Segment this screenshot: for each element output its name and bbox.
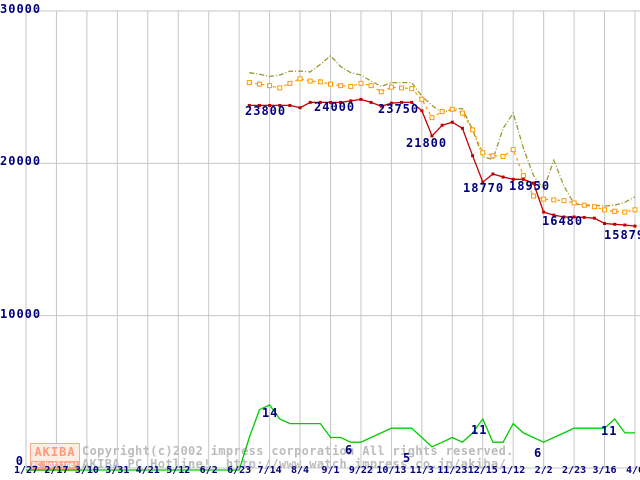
marker-open-square — [480, 150, 486, 156]
marker-open-square — [267, 83, 273, 89]
marker-filled-square — [460, 126, 464, 130]
shop-count-data-label: 6 — [534, 446, 543, 460]
price-data-label: 18950 — [509, 179, 551, 193]
price-data-label: 16480 — [542, 214, 584, 228]
marker-open-square — [439, 109, 445, 115]
marker-filled-square — [623, 223, 627, 227]
marker-open-square — [520, 173, 526, 179]
shop-count-data-label: 5 — [403, 451, 412, 465]
marker-open-square — [399, 85, 405, 91]
marker-open-square — [632, 207, 638, 213]
marker-open-square — [409, 86, 415, 92]
shop-count-data-label: 6 — [345, 443, 354, 457]
marker-open-square — [277, 85, 283, 91]
marker-filled-square — [592, 216, 596, 220]
marker-open-square — [429, 115, 435, 121]
marker-open-square — [378, 89, 384, 95]
marker-filled-square — [359, 97, 363, 101]
marker-open-square — [348, 83, 354, 89]
shop-count-data-label: 14 — [262, 406, 279, 420]
marker-open-square — [602, 207, 608, 213]
marker-open-square — [419, 96, 425, 102]
marker-open-square — [591, 204, 597, 210]
marker-open-square — [358, 80, 364, 86]
marker-open-square — [287, 80, 293, 86]
marker-open-square — [551, 197, 557, 203]
marker-filled-square — [501, 175, 505, 179]
marker-open-square — [368, 83, 374, 89]
shop-count-data-label: 11 — [471, 423, 488, 437]
marker-open-square — [307, 78, 313, 84]
marker-open-square — [459, 110, 465, 116]
marker-open-square — [388, 84, 394, 90]
series-price_high_olive_dashdot — [249, 55, 636, 207]
marker-filled-square — [603, 222, 607, 226]
marker-open-square — [449, 106, 455, 112]
marker-filled-square — [491, 172, 495, 176]
y-axis-tick-label: 30000 — [0, 2, 42, 16]
marker-filled-square — [298, 106, 302, 110]
marker-open-square — [541, 196, 547, 202]
marker-open-square — [328, 81, 333, 87]
marker-filled-square — [440, 123, 444, 127]
marker-filled-square — [613, 222, 617, 226]
marker-open-square — [571, 200, 577, 206]
x-axis-tick-label: 4/6 — [625, 465, 640, 476]
y-axis-tick-label: 10000 — [0, 306, 42, 321]
price-data-label: 23750 — [378, 102, 420, 116]
marker-open-square — [297, 76, 303, 82]
price-data-label: 24000 — [314, 100, 356, 114]
marker-open-square — [470, 127, 476, 133]
y-axis-tick-label: 20000 — [0, 154, 42, 169]
y-axis-tick-label: 0 — [15, 454, 24, 468]
marker-filled-square — [308, 100, 312, 104]
marker-open-square — [622, 209, 628, 215]
shop-count-data-label: 11 — [601, 424, 618, 438]
price-data-label: 18770 — [463, 181, 505, 195]
price-data-label: 21800 — [406, 136, 448, 150]
price-data-label: 15879 — [604, 228, 640, 242]
marker-filled-square — [288, 103, 292, 107]
marker-open-square — [338, 83, 344, 89]
marker-filled-square — [471, 154, 475, 158]
marker-open-square — [256, 81, 262, 87]
marker-open-square — [612, 208, 618, 214]
logo-akiba-text: AKIBA — [34, 445, 76, 459]
marker-open-square — [581, 202, 587, 208]
marker-open-square — [246, 80, 252, 86]
copyright-watermark-line1: Copyright(c)2002 impress corporation All… — [82, 444, 514, 458]
marker-open-square — [531, 193, 536, 199]
marker-open-square — [500, 153, 506, 159]
price-data-label: 23800 — [245, 104, 287, 118]
marker-open-square — [510, 147, 516, 153]
series-price_low_red_solid — [249, 98, 636, 227]
marker-filled-square — [369, 100, 373, 104]
marker-open-square — [317, 79, 323, 85]
marker-open-square — [561, 198, 567, 204]
marker-open-square — [490, 153, 496, 159]
marker-filled-square — [450, 120, 454, 124]
marker-filled-square — [582, 215, 586, 219]
marker-filled-square — [420, 109, 424, 113]
